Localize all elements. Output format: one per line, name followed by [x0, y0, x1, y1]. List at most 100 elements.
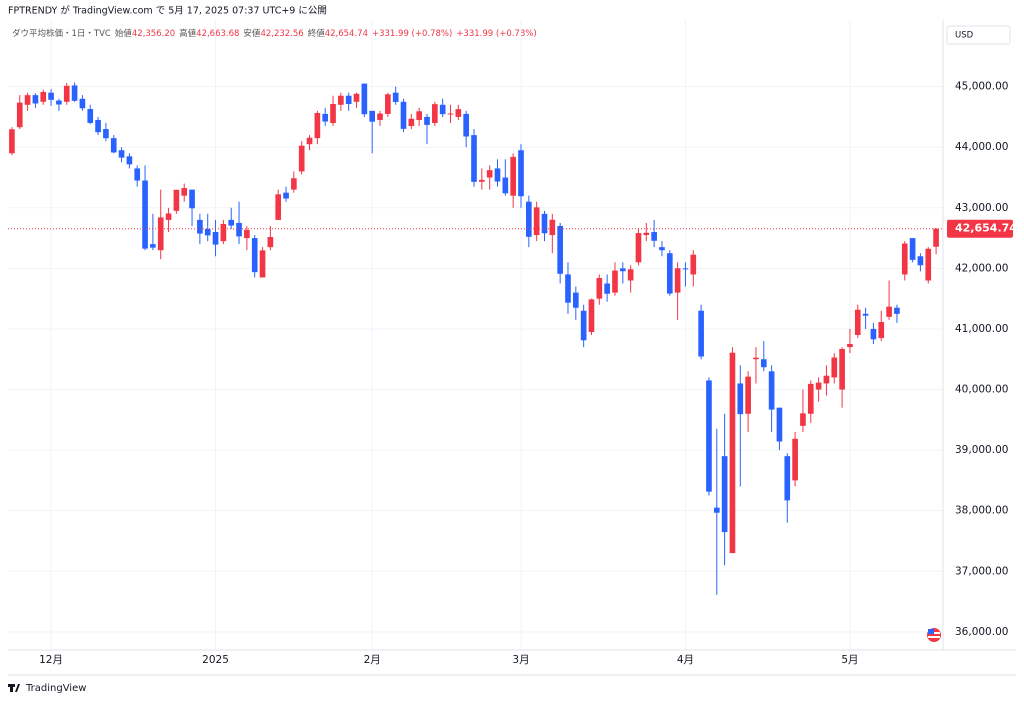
- candle-body: [103, 129, 109, 139]
- candle-body: [322, 113, 329, 122]
- candle-body: [729, 352, 736, 554]
- legend-value: 42,232.56: [260, 29, 303, 39]
- candle-body: [870, 328, 877, 340]
- candle-body: [706, 380, 712, 492]
- y-tick-label: 42,000.00: [955, 262, 1008, 274]
- legend-label: 始値: [115, 28, 133, 39]
- candle-body: [784, 456, 791, 501]
- candle-body: [619, 268, 626, 272]
- x-tick-label: 2月: [364, 654, 381, 666]
- candle-body: [197, 219, 203, 234]
- candle-body: [909, 238, 916, 260]
- candle-body: [674, 268, 681, 293]
- candle-body: [87, 109, 94, 123]
- candle-body: [933, 228, 939, 247]
- y-tick-label: 38,000.00: [955, 505, 1008, 517]
- legend-label: 高値: [179, 28, 197, 39]
- candle-body: [63, 85, 70, 102]
- candle-body: [557, 225, 563, 274]
- y-tick-label: 41,000.00: [955, 323, 1008, 335]
- candle-body: [713, 507, 720, 513]
- candle-body: [635, 233, 642, 263]
- publisher-line: FPTRENDY が TradingView.com で 5月 17, 2025…: [8, 5, 327, 17]
- flag-icon[interactable]: [927, 628, 941, 642]
- legend-value: 42,663.68: [196, 29, 239, 39]
- candle-body: [424, 116, 430, 125]
- candle-body: [917, 256, 924, 266]
- candle-body: [533, 207, 540, 236]
- candle-body: [760, 359, 767, 368]
- candle-body: [721, 456, 728, 533]
- x-tick-label: 3月: [512, 654, 529, 666]
- candle-body: [666, 253, 673, 294]
- candle-body: [494, 168, 501, 182]
- candle-body: [479, 179, 485, 182]
- candle-body: [643, 232, 650, 236]
- y-tick-label: 44,000.00: [955, 141, 1008, 153]
- candle-body: [48, 92, 54, 100]
- y-tick-label: 45,000.00: [955, 81, 1008, 93]
- candle-body: [9, 129, 15, 154]
- x-tick-label: 2025: [202, 654, 229, 666]
- candle-body: [847, 343, 853, 348]
- candle-body: [71, 85, 78, 101]
- x-tick-label: 4月: [677, 654, 694, 666]
- candle-body: [95, 119, 101, 133]
- candle-body: [118, 150, 125, 158]
- legend-value: 42,356.20: [132, 29, 175, 39]
- candle-body: [690, 254, 697, 275]
- candle-body: [588, 299, 595, 332]
- candle-body: [142, 180, 148, 249]
- candle-body: [392, 92, 399, 102]
- currency[interactable]: USD: [955, 31, 974, 41]
- candle-body: [823, 375, 830, 384]
- candle-body: [377, 113, 383, 120]
- candle-body: [792, 438, 798, 481]
- candle-body: [79, 98, 86, 109]
- candle-body: [580, 310, 587, 341]
- candle-body: [40, 92, 47, 102]
- symbol: ダウ平均株価・1日・TVC: [12, 28, 111, 39]
- candle-body: [651, 232, 657, 241]
- candle-body: [110, 138, 117, 153]
- candle-body: [455, 109, 462, 117]
- legend-value: 42,654.74: [325, 29, 368, 39]
- candle-body: [502, 177, 509, 194]
- candle-body: [259, 250, 266, 278]
- candle-body: [627, 269, 634, 281]
- candle-body: [541, 213, 548, 234]
- candle-body: [659, 247, 665, 251]
- candle-body: [56, 100, 62, 105]
- candle-body: [181, 188, 188, 196]
- candle-body: [338, 95, 344, 105]
- candle-body: [894, 307, 900, 314]
- candle-body: [220, 224, 227, 242]
- candle-body: [737, 383, 744, 415]
- candle-body: [831, 357, 838, 378]
- candle-body: [439, 104, 446, 115]
- candle-body: [267, 236, 274, 248]
- candle-body: [314, 112, 321, 139]
- currency-box[interactable]: [946, 25, 1011, 45]
- candle-body: [612, 270, 618, 293]
- candle-body: [275, 194, 282, 220]
- last-price-box: [947, 219, 1013, 238]
- y-tick-label: 37,000.00: [955, 565, 1008, 577]
- candle-body: [745, 376, 751, 414]
- candle-body: [416, 111, 422, 120]
- candle-body: [330, 103, 336, 123]
- candle-body: [212, 232, 219, 245]
- candle-body: [369, 110, 376, 122]
- candle-body: [886, 306, 892, 317]
- y-tick-label: 40,000.00: [955, 384, 1008, 396]
- candle-body: [244, 229, 250, 239]
- candle-body: [604, 283, 610, 294]
- candle-body: [526, 201, 532, 237]
- change: +331.99 (+0.78%): [372, 29, 452, 39]
- candle-body: [189, 189, 195, 209]
- candle-body: [32, 95, 39, 104]
- legend-label: 安値: [243, 28, 261, 39]
- candle-body: [776, 407, 783, 442]
